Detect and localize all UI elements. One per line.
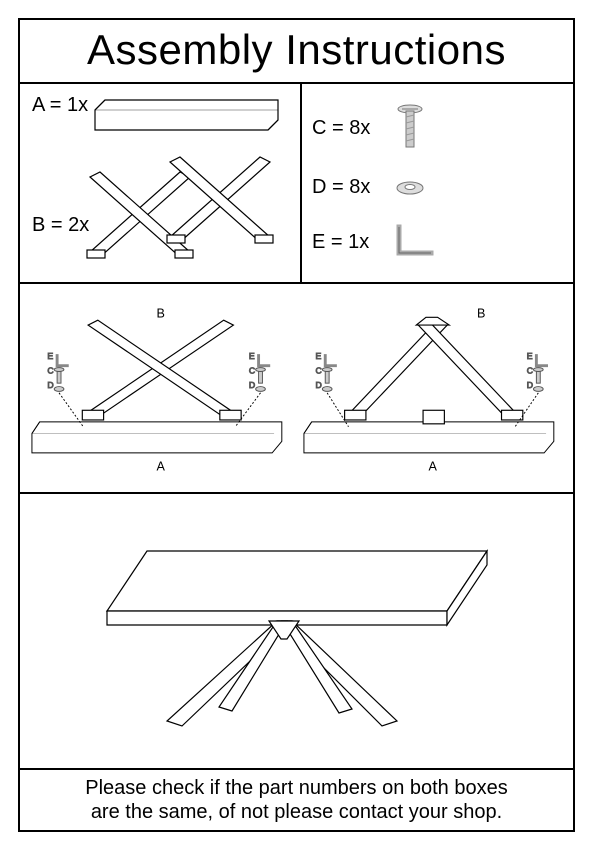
- step1-label-e2: E: [249, 351, 255, 361]
- bolt-icon: [390, 103, 430, 153]
- result-row: [20, 494, 573, 770]
- step2-b-label: B: [476, 306, 484, 320]
- part-e-label: E = 1x: [312, 231, 369, 254]
- step1-label-d2: D: [249, 380, 255, 390]
- parts-panel-left: A = 1x B = 2x: [20, 84, 302, 282]
- step1-b-label: B: [157, 306, 165, 320]
- title-row: Assembly Instructions: [20, 20, 573, 84]
- washer-icon: [390, 176, 430, 200]
- part-b-label: B = 2x: [32, 214, 89, 237]
- step1-label-e: E: [47, 351, 53, 361]
- finished-table-diagram: [87, 521, 507, 741]
- parts-ab-icon: [30, 92, 290, 282]
- assembly-step-2: E C D E C D B A: [302, 294, 564, 482]
- step2-a-label: A: [428, 459, 437, 473]
- part-d-label: D = 8x: [312, 176, 370, 199]
- parts-row: A = 1x B = 2x: [20, 84, 573, 284]
- allen-key-icon: [389, 223, 439, 263]
- assembly-row: E C D E C D B: [20, 284, 573, 494]
- svg-text:D: D: [526, 380, 532, 390]
- assembly-step1-diagram: E C D E C D B: [30, 294, 292, 482]
- part-d-row: D = 8x: [312, 176, 563, 200]
- svg-text:D: D: [315, 380, 321, 390]
- step1-label-c: C: [47, 365, 53, 375]
- part-e-row: E = 1x: [312, 223, 563, 263]
- svg-text:C: C: [315, 365, 321, 375]
- assembly-step-1: E C D E C D B: [30, 294, 292, 482]
- step1-label-c2: C: [249, 365, 255, 375]
- assembly-step2-diagram: E C D E C D B A: [302, 294, 564, 482]
- footer-row: Please check if the part numbers on both…: [20, 770, 573, 830]
- parts-panel-right: C = 8x D = 8x: [302, 84, 573, 282]
- footer-line2: are the same, of not please contact your…: [28, 800, 565, 824]
- svg-text:E: E: [526, 351, 532, 361]
- part-a-label: A = 1x: [32, 94, 88, 117]
- page-title: Assembly Instructions: [20, 26, 573, 74]
- part-c-label: C = 8x: [312, 117, 370, 140]
- svg-text:E: E: [315, 351, 321, 361]
- step1-label-d: D: [47, 380, 53, 390]
- step1-a-label: A: [157, 459, 166, 473]
- instruction-sheet: Assembly Instructions A = 1x B = 2x: [18, 18, 575, 832]
- svg-text:C: C: [526, 365, 532, 375]
- part-c-row: C = 8x: [312, 103, 563, 153]
- footer-line1: Please check if the part numbers on both…: [28, 776, 565, 800]
